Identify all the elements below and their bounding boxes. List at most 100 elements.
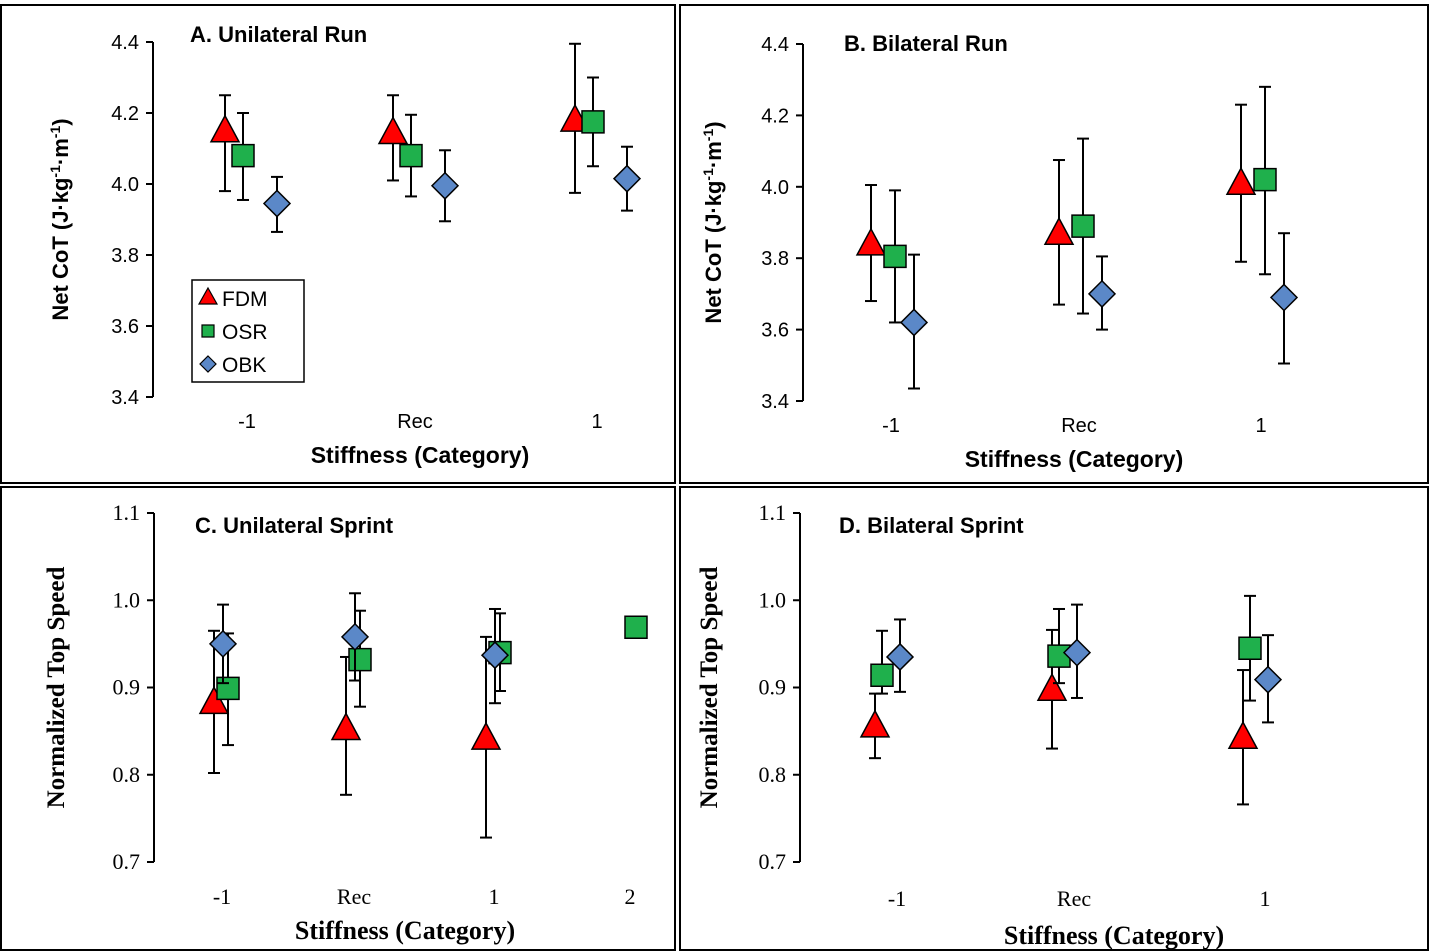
legend-label-fdm: FDM [222, 288, 268, 311]
y-tick-label: 0.7 [759, 849, 787, 874]
panel-frame [679, 4, 1429, 484]
legend-marker-obk [199, 355, 217, 373]
legend-marker-fdm [197, 286, 219, 305]
y-tick-label: 1.0 [759, 587, 787, 612]
legend: FDM OSR OBK [191, 279, 305, 383]
x-tick-label: -1 [888, 886, 906, 911]
y-axis-label: Normalized Top Speed [43, 567, 70, 809]
x-axis-label: Stiffness (Category) [295, 916, 515, 945]
data-point-osr [1253, 167, 1277, 192]
panel-d-bilateral-sprint: 0.7 0.8 0.9 1.0 1.1 -1 Rec 1 D. Bilateral Sprint… [679, 486, 1429, 951]
x-tick-label: 1 [1260, 886, 1271, 911]
x-axis-label: Stiffness (Category) [965, 446, 1184, 472]
panel-a-unilateral-run: 3.4 3.6 3.8 4.0 4.2 4.4 -1 Rec 1 A. Unilateral Ru… [0, 4, 676, 484]
y-tick-label: 4.4 [111, 32, 139, 54]
data-point-osr [399, 143, 423, 168]
data-point-fdm [1036, 672, 1068, 701]
data-point-obk [1269, 283, 1299, 312]
data-point-fdm [859, 709, 891, 738]
data-point-fdm [470, 721, 502, 750]
y-tick-label: 4.2 [111, 103, 139, 125]
chart-title: D. Bilateral Sprint [839, 513, 1024, 538]
panel-frame [0, 4, 676, 484]
data-point-osr [581, 110, 605, 134]
data-point-obk [612, 164, 642, 193]
y-tick-label: 0.9 [113, 675, 141, 700]
x-axis-label: Stiffness (Category) [311, 442, 530, 468]
y-tick-label: 3.6 [111, 316, 139, 338]
chart-svg: 3.4 3.6 3.8 4.0 4.2 4.4 -1 Rec 1 B. Bilateral Run… [679, 4, 1429, 484]
chart-svg: 0.7 0.8 0.9 1.0 1.1 -1 Rec 1 2 C. Unilateral Spri… [0, 486, 676, 951]
data-point-obk [1062, 638, 1092, 667]
x-tick-label: 2 [625, 884, 636, 909]
y-tick-label: 3.8 [111, 245, 139, 267]
panel-frame [679, 486, 1429, 951]
data-point-fdm [1225, 166, 1257, 195]
data-point-fdm [1043, 216, 1075, 245]
x-tick-label: Rec [1061, 415, 1097, 437]
y-tick-label: 4.0 [761, 177, 789, 199]
y-axis-label: Normalized Top Speed [696, 567, 723, 809]
x-tick-label: 1 [591, 411, 602, 433]
data-point-osr [870, 663, 894, 688]
data-point-fdm [330, 711, 362, 741]
x-tick-label: Rec [397, 411, 433, 433]
legend-label-osr: OSR [222, 321, 268, 344]
x-tick-label: Rec [1057, 886, 1091, 911]
y-tick-label: 4.0 [111, 174, 139, 196]
y-tick-label: 4.4 [761, 34, 789, 56]
chart-title: C. Unilateral Sprint [195, 513, 394, 538]
x-tick-label: Rec [337, 884, 371, 909]
data-point-osr [231, 143, 255, 168]
y-tick-label: 1.1 [113, 500, 141, 525]
data-point-osr [1047, 644, 1071, 668]
data-point-fdm [198, 685, 230, 715]
data-point-osr [348, 647, 372, 672]
data-point-obk [899, 308, 929, 337]
x-tick-label: -1 [882, 415, 900, 437]
data-point-obk [885, 642, 915, 672]
data-point-obk [262, 189, 292, 218]
y-tick-label: 0.8 [759, 762, 787, 787]
y-tick-label: 1.1 [759, 500, 787, 525]
chart-title: B. Bilateral Run [844, 31, 1008, 56]
data-point-obk [480, 641, 510, 670]
data-point-fdm [855, 227, 887, 256]
chart-title: A. Unilateral Run [190, 22, 367, 47]
x-tick-label: 1 [489, 884, 500, 909]
error-bar [219, 94, 231, 193]
y-tick-label: 3.8 [761, 248, 789, 270]
panel-frame [0, 486, 676, 951]
x-tick-label: 1 [1255, 415, 1266, 437]
data-point-osr [1071, 214, 1095, 238]
data-point-obk [1087, 279, 1117, 308]
x-tick-label: -1 [213, 884, 231, 909]
data-point-fdm [377, 115, 409, 145]
legend-marker-osr [201, 324, 215, 338]
panel-c-unilateral-sprint: 0.7 0.8 0.9 1.0 1.1 -1 Rec 1 2 C. Unilateral Spri… [0, 486, 676, 951]
y-axis-label: Net CoT (J·kg-1·m-1) [47, 118, 73, 320]
data-point-obk [430, 171, 460, 200]
chart-svg: 0.7 0.8 0.9 1.0 1.1 -1 Rec 1 D. Bilateral Sprint… [679, 486, 1429, 951]
y-tick-label: 4.2 [761, 105, 789, 127]
data-point-osr [1238, 636, 1262, 660]
data-point-osr [624, 615, 648, 640]
data-point-obk [208, 629, 238, 658]
y-axis-label: Net CoT (J·kg-1·m-1) [700, 121, 726, 323]
data-point-obk [340, 622, 370, 651]
y-tick-label: 1.0 [113, 587, 141, 612]
y-tick-label: 0.9 [759, 675, 787, 700]
data-point-obk [1253, 665, 1283, 694]
x-axis-label: Stiffness (Category) [1004, 921, 1224, 950]
y-tick-label: 3.6 [761, 320, 789, 342]
data-point-fdm [209, 114, 241, 143]
y-tick-label: 0.7 [113, 849, 141, 874]
chart-svg: 3.4 3.6 3.8 4.0 4.2 4.4 -1 Rec 1 A. Unilateral Ru… [0, 4, 676, 484]
legend-label-obk: OBK [222, 354, 266, 377]
y-tick-label: 3.4 [761, 391, 789, 413]
panel-b-bilateral-run: 3.4 3.6 3.8 4.0 4.2 4.4 -1 Rec 1 B. Bilateral Run… [679, 4, 1429, 484]
y-tick-label: 3.4 [111, 387, 139, 409]
y-tick-label: 0.8 [113, 762, 141, 787]
x-tick-label: -1 [238, 411, 256, 433]
